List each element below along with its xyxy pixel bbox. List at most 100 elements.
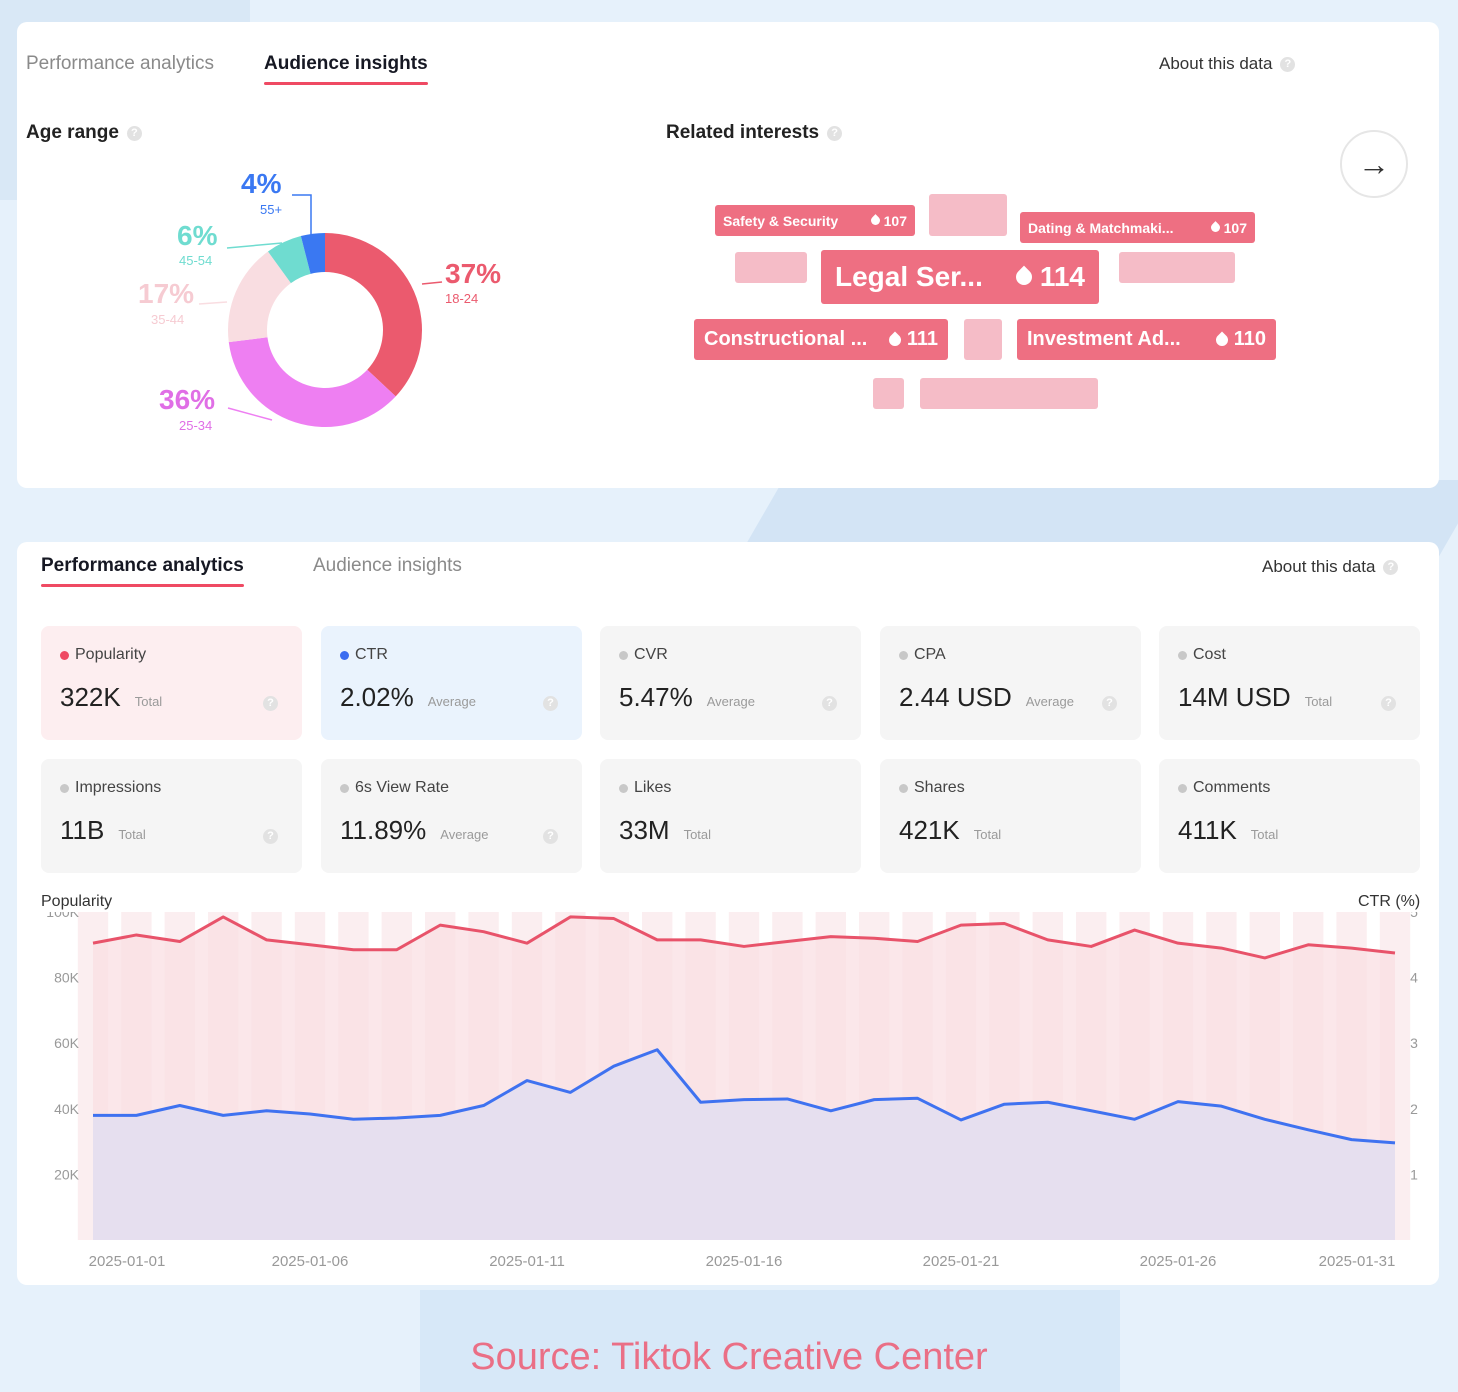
ctr-point <box>265 1109 269 1113</box>
metric-label-text: Likes <box>634 779 672 796</box>
ctr-point <box>1219 1104 1223 1108</box>
interest-chip-top[interactable]: Legal Ser... 114 <box>821 250 1099 304</box>
about-this-data-link[interactable]: About this data ? <box>1262 557 1399 577</box>
age-18-24-percent: 37% <box>445 258 502 289</box>
metric-value: 11.89% <box>340 815 427 845</box>
related-interests-title: Related interests ? <box>666 122 843 144</box>
popularity-point <box>1219 946 1223 950</box>
interest-placeholder <box>964 319 1002 360</box>
y-left-tick: 60K <box>54 1035 80 1051</box>
metric-aggregation: Total <box>1304 694 1333 709</box>
y-right-tick: 2 <box>1410 1101 1418 1117</box>
metric-aggregation: Total <box>973 827 1002 842</box>
metric-label-text: Comments <box>1193 779 1271 796</box>
metric-aggregation: Average <box>1025 694 1074 709</box>
help-icon[interactable]: ? <box>263 696 278 711</box>
x-tick: 2025-01-31 <box>1319 1253 1396 1270</box>
metric-value: 14M USD <box>1178 682 1291 712</box>
interest-chip[interactable]: Dating & Matchmaki... 107 <box>1020 212 1255 243</box>
tab-performance-analytics[interactable]: Performance analytics <box>41 555 244 587</box>
age-donut-chart <box>228 233 422 427</box>
age-35-44-percent: 17% <box>138 278 195 309</box>
interest-chip[interactable]: Safety & Security 107 <box>715 205 915 236</box>
about-this-data-link[interactable]: About this data ? <box>1159 54 1296 74</box>
age-45-54-label: 45-54 <box>179 253 213 268</box>
help-icon[interactable]: ? <box>543 829 558 844</box>
x-tick: 2025-01-06 <box>272 1253 349 1270</box>
metric-card-ctr[interactable]: CTR 2.02% Average? <box>321 626 582 740</box>
metric-label: Impressions <box>60 779 161 797</box>
metric-value-row: 14M USD Total <box>1178 682 1332 713</box>
popularity-point <box>395 948 399 952</box>
metric-value-row: 411K Total <box>1178 815 1278 846</box>
popularity-point <box>91 941 95 945</box>
metric-card-cvr[interactable]: CVR 5.47% Average? <box>600 626 861 740</box>
help-icon[interactable]: ? <box>263 829 278 844</box>
next-arrow-button[interactable]: → <box>1340 130 1408 198</box>
metric-value: 322K <box>60 682 121 712</box>
help-icon[interactable]: ? <box>1102 696 1117 711</box>
metric-label-text: CVR <box>634 646 668 663</box>
popularity-point <box>1350 946 1354 950</box>
y-axis-right-title: CTR (%) <box>1358 893 1421 910</box>
background-shape <box>420 1290 1120 1392</box>
flame-icon <box>1213 331 1231 348</box>
help-icon[interactable]: ? <box>126 125 142 141</box>
interest-score: 111 <box>906 328 938 350</box>
tab-audience-insights[interactable]: Audience insights <box>313 555 462 576</box>
metric-card-impressions[interactable]: Impressions 11B Total? <box>41 759 302 873</box>
series-dot-icon <box>1178 650 1187 660</box>
metric-value-row: 11B Total <box>60 815 146 846</box>
y-right-tick: 1 <box>1410 1166 1418 1182</box>
ctr-point <box>1350 1138 1354 1142</box>
metric-label-text: 6s View Rate <box>355 779 449 796</box>
interest-placeholder <box>929 194 1007 236</box>
interest-chip[interactable]: Investment Ad... 110 <box>1017 319 1276 360</box>
ctr-point <box>134 1113 138 1117</box>
metric-value-row: 11.89% Average <box>340 815 488 846</box>
ctr-point <box>785 1097 789 1101</box>
metric-value: 11B <box>60 815 105 845</box>
ctr-point <box>482 1104 486 1108</box>
popularity-point <box>178 940 182 944</box>
x-tick: 2025-01-16 <box>706 1253 783 1270</box>
performance-line-chart: 100K 80K 60K 40K 20K 5 4 3 2 1 2025-01-01 2025-01-0… <box>46 912 1418 1270</box>
age-18-24-label: 18-24 <box>445 291 479 306</box>
metric-card-comments[interactable]: Comments 411K Total <box>1159 759 1420 873</box>
flame-icon <box>868 214 882 227</box>
ctr-point <box>1089 1109 1093 1113</box>
y-left-tick: 20K <box>54 1166 80 1182</box>
metric-value: 411K <box>1178 815 1237 845</box>
help-icon[interactable]: ? <box>1383 559 1399 575</box>
popularity-point <box>482 930 486 934</box>
metric-card-popularity[interactable]: Popularity 322K Total? <box>41 626 302 740</box>
age-range-title: Age range ? <box>26 122 142 144</box>
interest-chip[interactable]: Constructional ... 111 <box>694 319 948 360</box>
metric-value-row: 322K Total <box>60 682 162 713</box>
metric-card-likes[interactable]: Likes 33M Total <box>600 759 861 873</box>
ctr-point <box>1176 1100 1180 1104</box>
interest-placeholder <box>1119 252 1235 283</box>
metric-card-shares[interactable]: Shares 421K Total <box>880 759 1141 873</box>
tab-audience-insights[interactable]: Audience insights <box>264 53 428 85</box>
arrow-right-icon: → <box>1358 145 1390 182</box>
series-dot-icon <box>60 783 69 793</box>
metric-card-cost[interactable]: Cost 14M USD Total? <box>1159 626 1420 740</box>
help-icon[interactable]: ? <box>827 125 843 141</box>
help-icon[interactable]: ? <box>1381 696 1396 711</box>
metric-label: Comments <box>1178 779 1270 797</box>
help-icon[interactable]: ? <box>543 696 558 711</box>
metric-card-6s-view-rate[interactable]: 6s View Rate 11.89% Average? <box>321 759 582 873</box>
metric-value-row: 2.02% Average <box>340 682 476 713</box>
ctr-point <box>221 1113 225 1117</box>
help-icon[interactable]: ? <box>822 696 837 711</box>
interest-placeholder <box>735 252 807 283</box>
metric-aggregation: Total <box>118 827 146 842</box>
tab-performance-analytics[interactable]: Performance analytics <box>26 53 214 74</box>
ctr-point <box>742 1098 746 1102</box>
popularity-point <box>1263 956 1267 960</box>
popularity-point <box>872 936 876 940</box>
ctr-point <box>872 1098 876 1102</box>
metric-card-cpa[interactable]: CPA 2.44 USD Average? <box>880 626 1141 740</box>
help-icon[interactable]: ? <box>1280 56 1296 72</box>
